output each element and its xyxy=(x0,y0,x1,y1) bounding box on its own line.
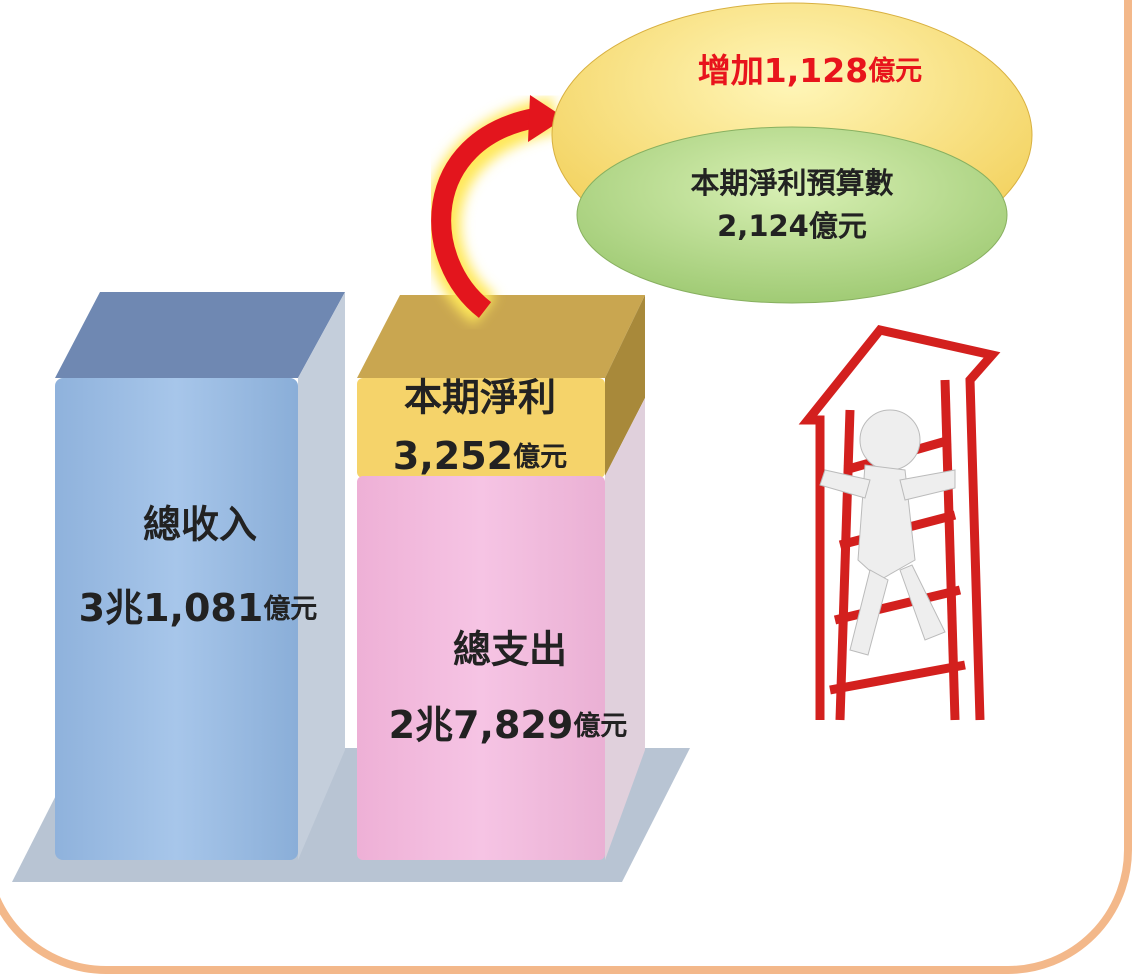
revenue-amount: 3兆1,081億元 xyxy=(79,586,318,630)
profit-bar xyxy=(357,378,605,478)
arrow xyxy=(431,108,538,318)
budget-label: 本期淨利預算數 xyxy=(690,166,893,200)
inner-ellipse xyxy=(576,126,1008,304)
climber xyxy=(819,409,956,656)
bar-side xyxy=(605,295,645,476)
bar-top xyxy=(357,295,645,378)
revenue-label: 總收入 xyxy=(143,503,257,547)
amount: 3,252 xyxy=(393,434,513,478)
unit: 億元 xyxy=(513,442,567,473)
bar-top xyxy=(55,292,345,378)
amount: 2兆7,829 xyxy=(389,703,574,747)
expense-amount: 2兆7,829億元 xyxy=(389,703,628,747)
bar-side xyxy=(605,398,645,860)
amount: 增加1,128 xyxy=(698,51,868,90)
unit: 億元 xyxy=(263,594,317,625)
revenue-bar xyxy=(55,378,298,860)
expense-label: 總支出 xyxy=(453,628,567,672)
bar-side xyxy=(298,292,345,860)
unit: 億元 xyxy=(868,56,922,87)
profit-label: 本期淨利 xyxy=(404,376,556,420)
arrow-head xyxy=(528,95,565,142)
budget-amount: 2,124億元 xyxy=(717,209,867,243)
amount: 3兆1,081 xyxy=(79,586,264,630)
profit-amount: 3,252億元 xyxy=(393,434,567,478)
increase: 增加1,128億元 xyxy=(698,51,922,90)
unit: 億元 xyxy=(573,711,627,742)
expense-bar xyxy=(357,476,605,860)
